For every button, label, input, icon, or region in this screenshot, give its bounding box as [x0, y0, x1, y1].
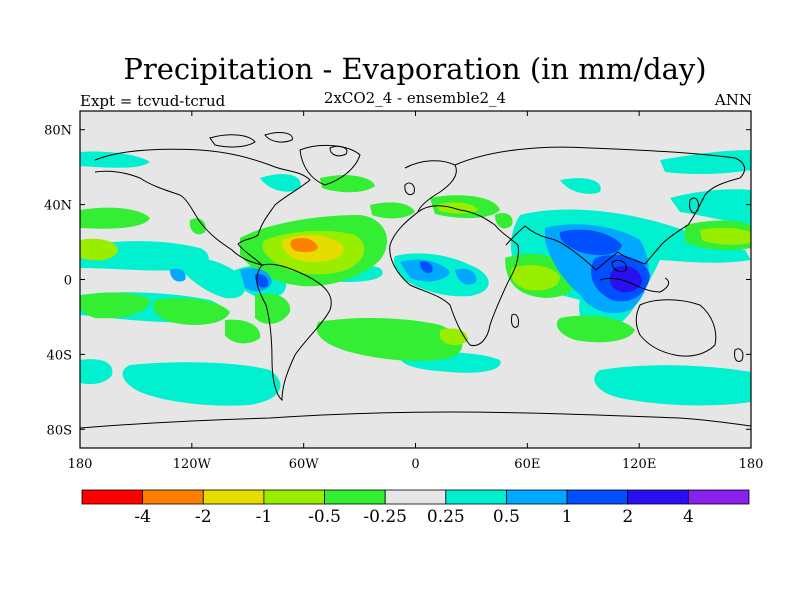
contour-region [556, 315, 635, 343]
lat-tick-label: 40S [47, 348, 72, 363]
lon-tick-label: 60W [289, 457, 320, 472]
latitude-ticks: 80N 40N 0 40S 80S [44, 124, 751, 438]
contour-region [660, 150, 751, 175]
coastline-madagascar [511, 313, 519, 328]
lat-tick-label: 0 [64, 274, 72, 289]
coastline-japan [689, 197, 699, 214]
lon-tick-label: 0 [411, 457, 419, 472]
contour-region [370, 202, 415, 219]
contour-region [290, 238, 318, 253]
contour-region [180, 257, 245, 299]
coastline-asia [454, 146, 746, 271]
contour-region [170, 268, 186, 282]
colorbar-swatch [384, 489, 447, 505]
experiment-label: Expt = tcvud-tcrud [80, 92, 226, 110]
contour-region [80, 151, 150, 168]
lat-tick-label: 40N [44, 199, 72, 214]
contour-region [80, 359, 113, 385]
colorbar-swatch [202, 489, 265, 505]
coastline-australia [635, 299, 717, 357]
contour-region [189, 218, 206, 235]
coastlines [80, 132, 751, 429]
colorbar-swatch [81, 489, 144, 505]
colorbar-label: -0.25 [363, 507, 407, 527]
colorbar-label: 0.5 [493, 507, 520, 527]
colorbar-swatch [506, 489, 568, 505]
case-label: 2xCO2_4 - ensemble2_4 [323, 89, 507, 107]
colorbar-swatch [142, 489, 204, 505]
contour-region [510, 265, 560, 291]
lon-tick-label: 180 [68, 457, 93, 472]
coastline-new-zealand [734, 348, 744, 363]
colorbar-label: -2 [195, 507, 212, 527]
contour-region [316, 318, 463, 361]
colorbar-label: -1 [256, 507, 273, 527]
contour-regions [80, 150, 751, 406]
colorbar-swatch [324, 489, 386, 505]
coastline-greenland [299, 145, 361, 186]
lat-tick-label: 80N [44, 124, 72, 139]
contour-region [670, 189, 751, 225]
contour-region [122, 362, 281, 406]
coastline-antarctica [80, 411, 751, 429]
contour-region [495, 213, 513, 229]
contour-region [594, 365, 751, 406]
lon-tick-label: 180 [739, 457, 764, 472]
lon-tick-label: 120E [622, 457, 656, 472]
lat-tick-label: 80S [47, 423, 72, 438]
contour-region [80, 207, 150, 229]
season-label: ANN [714, 91, 752, 109]
colorbar-swatch [687, 489, 750, 505]
contour-region [455, 268, 477, 285]
colorbar-label: 4 [683, 507, 694, 527]
contour-region [560, 178, 601, 194]
contour-region [80, 238, 119, 261]
contour-region [225, 319, 261, 344]
colorbar-label: 1 [562, 507, 573, 527]
coastline-arctic-islands [209, 132, 348, 157]
lon-tick-label: 60E [514, 457, 540, 472]
coastline-south-america [256, 263, 332, 402]
colorbar-label: 2 [622, 507, 633, 527]
colorbar-swatch [566, 489, 629, 505]
contour-region [700, 227, 751, 245]
colorbar-label: -0.5 [308, 507, 341, 527]
plot-title: Precipitation - Evaporation (in mm/day) [123, 52, 707, 86]
contour-region [320, 175, 375, 193]
contour-region [255, 274, 269, 288]
coastline-uk [404, 182, 415, 196]
colorbar: -4 -2 -1 -0.5 -0.25 0.25 0.5 1 2 4 [81, 489, 750, 527]
contour-region [80, 292, 150, 319]
colorbar-label: -4 [134, 507, 151, 527]
contour-region [435, 202, 478, 214]
colorbar-swatch [627, 489, 689, 505]
contour-region [420, 261, 433, 273]
contour-region [260, 174, 301, 192]
contour-region [440, 328, 468, 346]
colorbar-swatch [445, 489, 507, 505]
coastline-indonesia [599, 259, 670, 293]
coastline-europe-africa [389, 160, 519, 347]
contour-region [609, 265, 642, 293]
colorbar-swatch [263, 489, 325, 505]
contour-region [559, 229, 622, 256]
longitude-ticks: 180 120W 60W 0 60E 120E 180 [68, 111, 764, 472]
lon-tick-label: 120W [173, 457, 212, 472]
colorbar-label: 0.25 [427, 507, 465, 527]
coastline-north-america [94, 148, 311, 266]
contour-region [153, 298, 230, 325]
